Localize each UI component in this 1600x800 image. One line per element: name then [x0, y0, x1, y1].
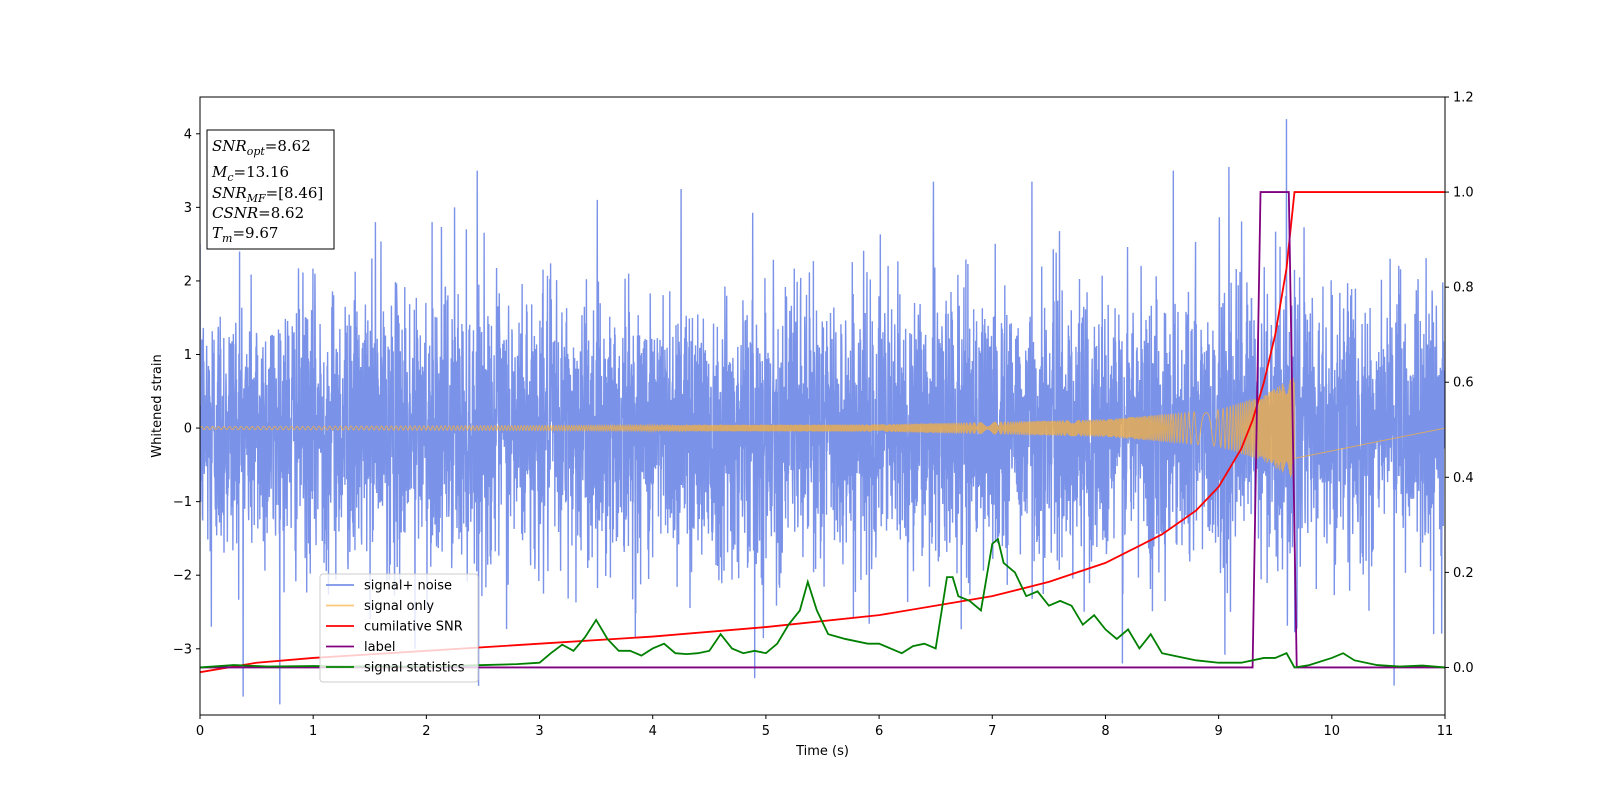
- x-tick-label: 11: [1437, 724, 1454, 739]
- y-left-tick-label: −3: [173, 642, 192, 657]
- x-tick-label: 1: [309, 724, 317, 739]
- series-line-label: [200, 191, 1445, 669]
- legend-frame: [319, 573, 479, 683]
- y-right-tick-label: 0.6: [1453, 376, 1474, 391]
- x-tick-label: 10: [1324, 724, 1341, 739]
- y-right-tick-label: 0.8: [1453, 281, 1474, 296]
- y-left-tick-label: 1: [184, 348, 192, 363]
- csnr-annotation: CSNR=8.62: [212, 204, 304, 222]
- x-tick-label: 4: [649, 724, 657, 739]
- legend-entry: signal+ noise: [326, 579, 452, 594]
- axis-ticks: 0 1 2 3 4 5 6 7 8 9 10 11 −3 −2 −1 0 1 2 3 4 0.0 0.2 0.4 0.6 0.8…: [173, 91, 1474, 740]
- stats-annotation-box: SNRopt=8.62 Mc=13.16 SNRMF=[8.46] CSNR=8…: [206, 129, 335, 250]
- legend-label: signal+ noise: [364, 579, 452, 594]
- legend-label: cumilative SNR: [364, 620, 463, 635]
- y-right-tick-label: 0.0: [1453, 661, 1474, 676]
- x-tick-label: 9: [1214, 724, 1222, 739]
- legend-label: label: [364, 640, 395, 655]
- y-left-tick-label: 4: [184, 127, 192, 142]
- y-left-tick-label: −1: [173, 495, 192, 510]
- y-axis-label: Whitened strain: [150, 354, 165, 457]
- y-left-tick-label: 2: [184, 274, 192, 289]
- y-right-tick-label: 1.0: [1453, 186, 1474, 201]
- y-right-tick-label: 1.2: [1453, 91, 1474, 106]
- legend-entry: cumilative SNR: [326, 620, 463, 635]
- x-tick-label: 3: [535, 724, 543, 739]
- legend-label: signal statistics: [364, 661, 465, 676]
- legend-entry: signal statistics: [326, 661, 465, 676]
- plot-frame: [199, 96, 1446, 716]
- snr-mf-annotation: SNRMF=[8.46]: [212, 184, 323, 205]
- y-left-tick-label: 3: [184, 201, 192, 216]
- y-left-tick-label: −2: [173, 569, 192, 584]
- legend-entry: label: [326, 640, 395, 655]
- legend: signal+ noise signal only cumilative SNR la…: [319, 573, 479, 683]
- snr-opt-annotation: SNRopt=8.62: [212, 137, 311, 158]
- stats-annotation-frame: [206, 129, 335, 250]
- y-left-tick-label: 0: [184, 422, 192, 437]
- x-tick-label: 0: [196, 724, 204, 739]
- series-line-signal-noise: [200, 119, 1445, 705]
- x-axis-label: Time (s): [795, 744, 849, 759]
- y-right-tick-label: 0.2: [1453, 566, 1474, 581]
- x-tick-label: 8: [1101, 724, 1109, 739]
- x-tick-label: 6: [875, 724, 883, 739]
- series-line-signal-statistics: [200, 537, 1445, 669]
- mc-annotation: Mc=13.16: [211, 163, 289, 184]
- legend-entry: signal only: [326, 599, 434, 614]
- tm-annotation: Tm=9.67: [212, 224, 278, 245]
- series-line-signal-only: [200, 377, 1445, 479]
- x-tick-label: 7: [988, 724, 996, 739]
- y-right-tick-label: 0.4: [1453, 471, 1474, 486]
- x-tick-label: 2: [422, 724, 430, 739]
- legend-label: signal only: [364, 599, 434, 614]
- x-tick-label: 5: [762, 724, 770, 739]
